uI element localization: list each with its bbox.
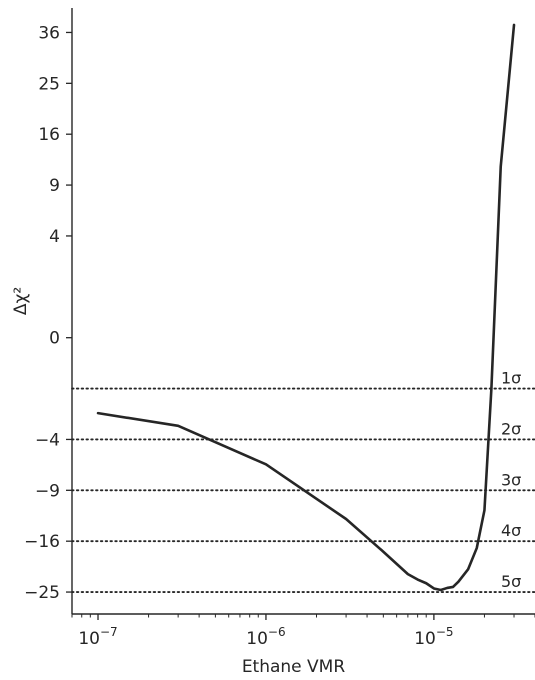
axes: 36 25 16 9 4 0 −4 −9 −16 −25 10−7 10−6 10−5 xyxy=(24,8,535,649)
x-tick-label-3: 10−5 xyxy=(414,625,453,649)
y-tick-label-3: 16 xyxy=(38,125,60,145)
axis-labels: Ethane VMR Δχ² xyxy=(11,287,345,677)
y-tick-label-2: 25 xyxy=(38,74,60,94)
y-tick-label-6: 0 xyxy=(49,329,60,349)
sigma-label-1: 1σ xyxy=(501,369,521,388)
sigma-reference-lines: 1σ 2σ 3σ 4σ 5σ xyxy=(71,369,535,593)
y-tick-label-7: −4 xyxy=(35,430,60,450)
chi2-curve-layer xyxy=(96,23,516,592)
x-axis-label: Ethane VMR xyxy=(242,657,346,677)
y-tick-label-8: −9 xyxy=(35,481,60,501)
x-tick-label-2: 10−6 xyxy=(246,625,285,649)
x-tick-label-1: 10−7 xyxy=(78,625,117,649)
sigma-label-2: 2σ xyxy=(501,419,521,438)
y-tick-label-10: −25 xyxy=(24,583,60,603)
y-tick-label-1: 36 xyxy=(38,23,60,43)
sigma-label-3: 3σ xyxy=(501,470,521,489)
y-axis-label: Δχ² xyxy=(11,287,31,315)
chi2-curve-1 xyxy=(96,23,516,592)
sigma-label-5: 5σ xyxy=(501,572,521,591)
y-tick-label-4: 9 xyxy=(49,176,60,196)
sigma-label-4: 4σ xyxy=(501,521,521,540)
y-tick-label-5: 4 xyxy=(49,227,60,247)
y-tick-label-9: −16 xyxy=(24,532,60,552)
